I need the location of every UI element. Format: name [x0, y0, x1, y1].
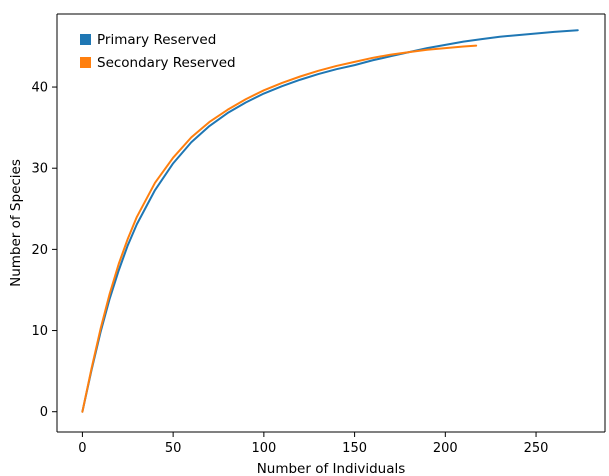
- y-tick-label: 0: [40, 405, 48, 420]
- x-tick-label: 250: [524, 441, 549, 456]
- x-axis-title: Number of Individuals: [257, 461, 406, 476]
- legend-item-secondary: Secondary Reserved: [80, 55, 236, 71]
- x-tick-label: 0: [78, 441, 86, 456]
- x-tick-label: 200: [433, 441, 458, 456]
- series-line-primary: [82, 30, 577, 411]
- x-ticks: 0 50 100 150 200 250: [78, 432, 548, 456]
- x-tick-label: 50: [165, 441, 182, 456]
- y-tick-label: 10: [31, 324, 48, 339]
- legend-swatch-secondary: [80, 57, 91, 68]
- y-axis-title: Number of Species: [8, 159, 24, 287]
- axes: [57, 14, 605, 432]
- x-tick-label: 100: [251, 441, 276, 456]
- legend-label-secondary: Secondary Reserved: [97, 55, 236, 71]
- y-ticks: 0 10 20 30 40: [31, 81, 57, 421]
- legend: Primary Reserved Secondary Reserved: [80, 32, 236, 71]
- legend-swatch-primary: [80, 34, 91, 45]
- y-tick-label: 20: [31, 243, 48, 258]
- x-tick-label: 150: [342, 441, 367, 456]
- series-line-secondary: [82, 46, 476, 412]
- y-tick-label: 30: [31, 162, 48, 177]
- series: [82, 30, 577, 411]
- legend-label-primary: Primary Reserved: [97, 32, 216, 48]
- y-tick-label: 40: [31, 81, 48, 96]
- legend-item-primary: Primary Reserved: [80, 32, 216, 48]
